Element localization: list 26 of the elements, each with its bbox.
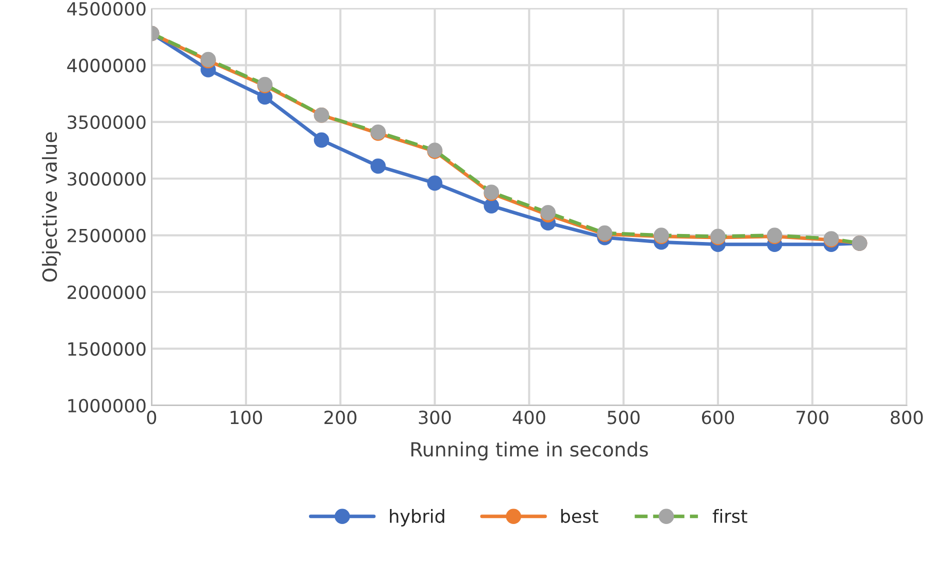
x-tick-label: 100 <box>230 410 262 424</box>
x-tick-label: 600 <box>702 410 734 424</box>
x-tick-label: 400 <box>512 410 546 424</box>
x-tick-label: 300 <box>418 410 451 424</box>
y-tick-label: 3500000 <box>68 115 146 130</box>
point <box>427 176 442 191</box>
legend-label: hybrid <box>390 508 444 526</box>
y-tick-label: 2000000 <box>68 285 146 300</box>
y-axis-title: Objective value <box>42 132 61 282</box>
point <box>314 132 330 148</box>
y-tick-label: 1500000 <box>68 342 146 356</box>
legend-label: best <box>561 508 598 523</box>
y-tick-label: 4500000 <box>67 2 146 16</box>
x-tick-label: 200 <box>324 410 356 424</box>
x-tick-label: 700 <box>796 410 828 424</box>
y-tick-label: 3000000 <box>68 172 146 186</box>
y-tick-label: 2500000 <box>68 228 146 242</box>
point <box>370 158 386 174</box>
legend-label: first <box>712 508 748 523</box>
y-tick-label: 1000000 <box>68 398 146 413</box>
x-axis-title: Running time in seconds <box>411 442 648 460</box>
x-tick-label: 800 <box>890 410 923 424</box>
y-tick-label: 4000000 <box>67 58 146 72</box>
point <box>484 198 500 214</box>
x-tick-label: 500 <box>608 410 640 424</box>
x-tick-label: 0 <box>147 410 156 424</box>
